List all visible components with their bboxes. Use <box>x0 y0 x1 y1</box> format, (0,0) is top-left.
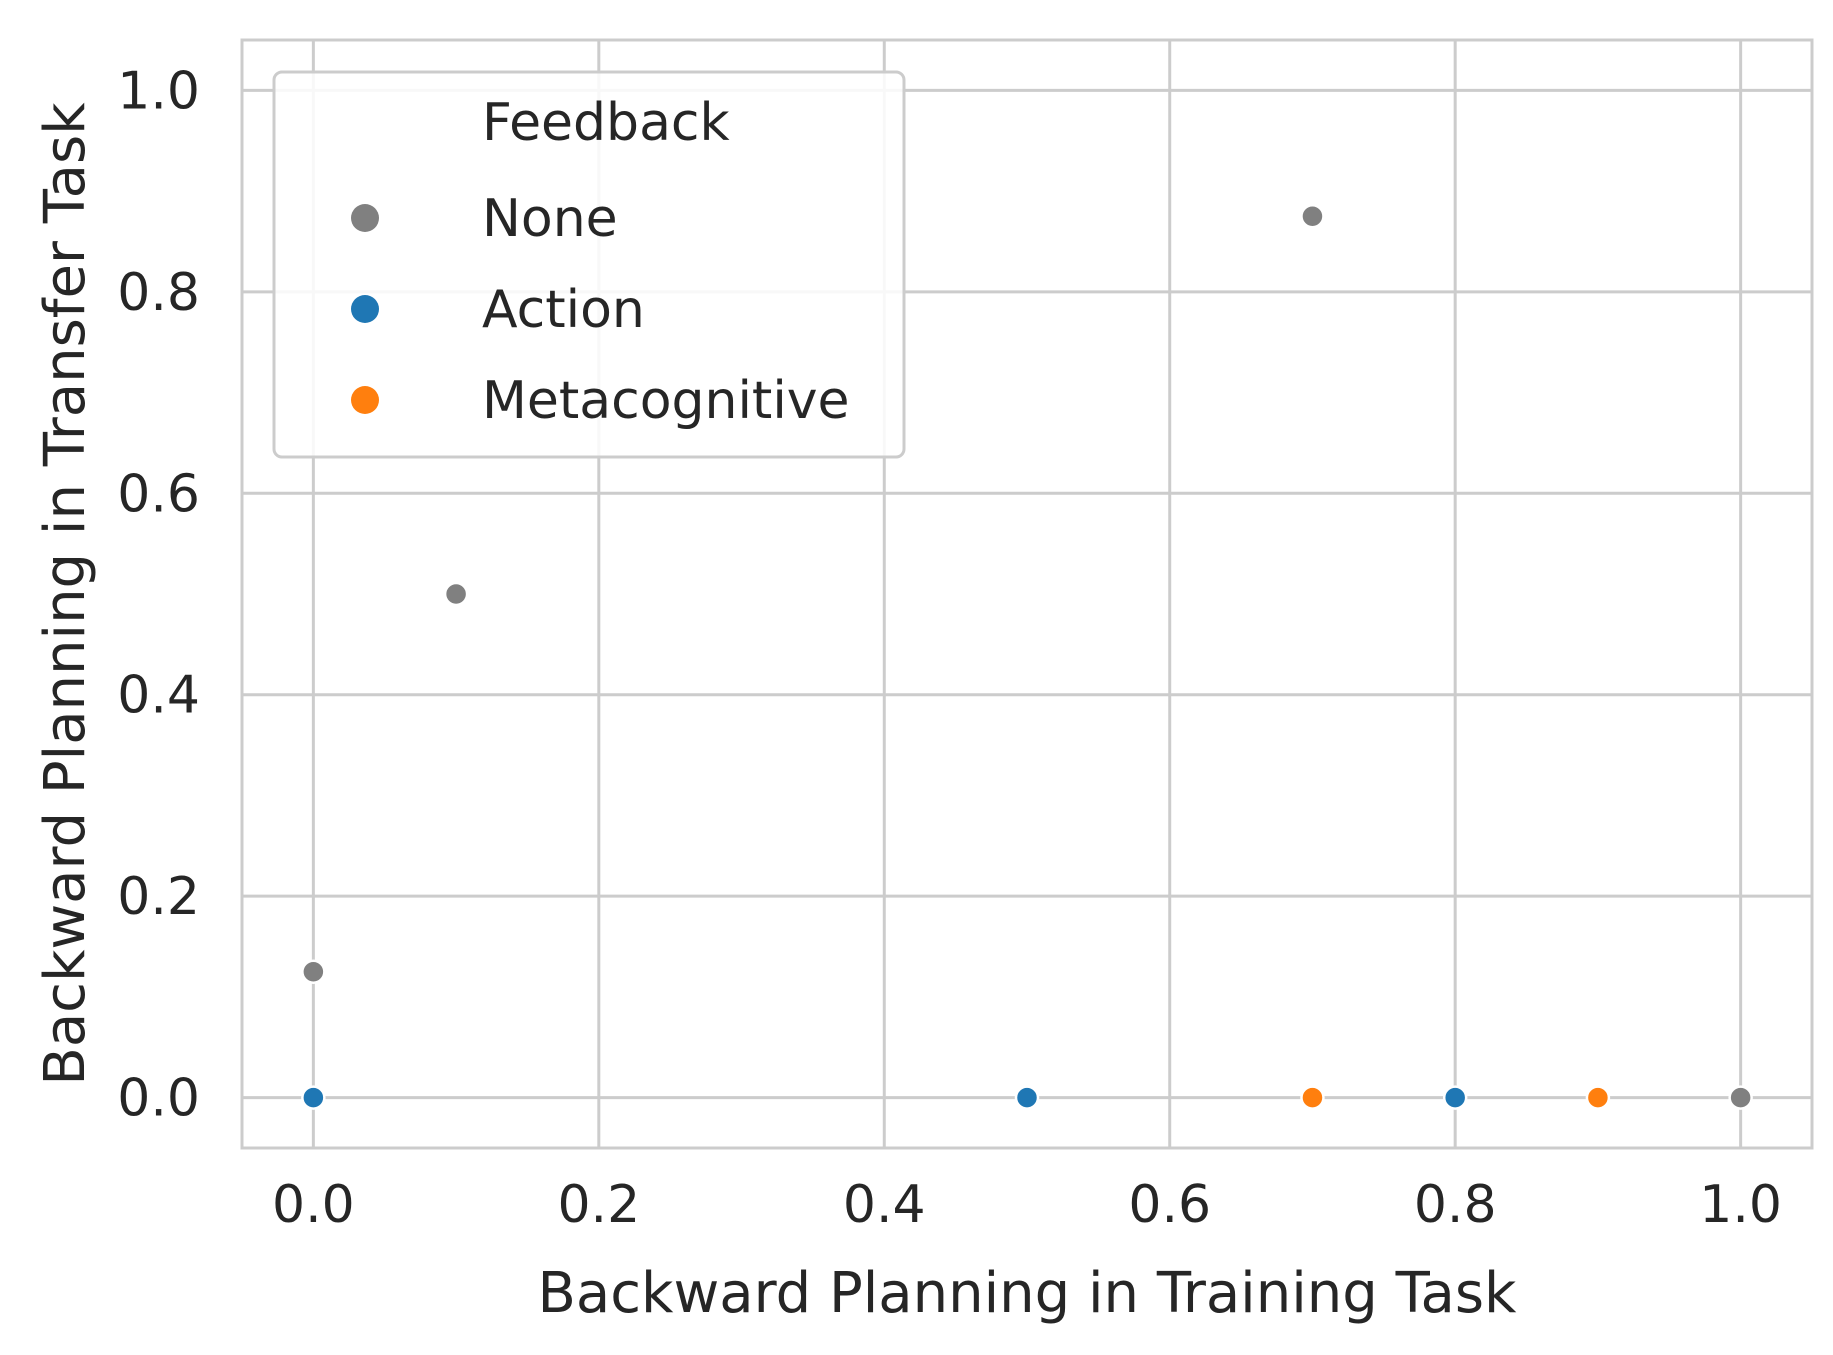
data-point <box>1300 1085 1325 1110</box>
x-tick-label: 0.8 <box>1414 1175 1497 1235</box>
legend-marker <box>351 386 379 414</box>
data-point <box>1585 1085 1611 1110</box>
legend-marker <box>351 204 379 232</box>
x-tick-label: 0.0 <box>272 1175 355 1235</box>
x-axis-label: Backward Planning in Training Task <box>538 1261 1518 1326</box>
legend-box <box>272 70 906 459</box>
data-point <box>301 1085 326 1110</box>
y-tick-label: 0.2 <box>117 867 200 927</box>
data-point <box>443 581 469 607</box>
legend: Feedback None Action Metacognitive <box>272 70 906 459</box>
y-tick-label: 0.0 <box>117 1069 200 1129</box>
x-tick-label: 1.0 <box>1699 1175 1782 1235</box>
legend-marker <box>351 295 379 323</box>
data-point <box>1442 1085 1468 1110</box>
data-point <box>1728 1085 1753 1110</box>
y-tick-label: 0.6 <box>117 464 200 524</box>
y-tick-label: 0.8 <box>117 263 200 323</box>
y-axis-label: Backward Planning in Transfer Task <box>33 102 98 1086</box>
y-tick-label: 0.4 <box>117 666 200 726</box>
legend-title: Feedback <box>482 93 730 153</box>
data-point <box>1300 204 1325 229</box>
x-tick-label: 0.6 <box>1128 1175 1211 1235</box>
legend-label: None <box>482 189 618 249</box>
legend-label: Metacognitive <box>482 371 850 431</box>
x-tick-label: 0.4 <box>843 1175 926 1235</box>
legend-label: Action <box>482 280 645 340</box>
data-point <box>1014 1085 1040 1110</box>
tick-labels: 0.0 0.2 0.4 0.6 0.8 1.0 0.0 0.2 0.4 0.6 0.8 1.0 <box>117 61 1782 1235</box>
x-tick-label: 0.2 <box>557 1175 640 1235</box>
legend-entries: None Action Metacognitive <box>351 189 850 431</box>
y-tick-label: 1.0 <box>117 61 200 121</box>
data-point <box>301 959 326 984</box>
plot-frame <box>240 38 1814 1150</box>
data-points <box>301 204 1753 1110</box>
